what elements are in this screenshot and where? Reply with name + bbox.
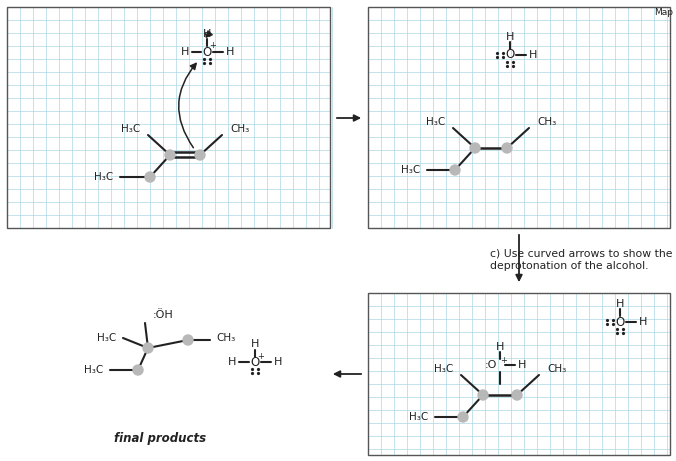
Text: +: + <box>210 41 216 51</box>
Bar <box>368 7 670 228</box>
Text: H: H <box>518 360 526 370</box>
Text: O: O <box>250 355 260 368</box>
Text: +: + <box>500 355 508 365</box>
Text: CH₃: CH₃ <box>230 124 249 134</box>
Circle shape <box>165 150 175 160</box>
Text: O: O <box>202 46 212 59</box>
Circle shape <box>183 335 193 345</box>
Text: H₃C: H₃C <box>409 412 428 422</box>
Circle shape <box>458 412 468 422</box>
Circle shape <box>502 143 512 153</box>
Text: H₃C: H₃C <box>94 172 113 182</box>
Circle shape <box>195 150 205 160</box>
Text: Map: Map <box>654 8 673 17</box>
Text: H: H <box>496 342 504 352</box>
Text: CH₃: CH₃ <box>216 333 235 343</box>
Text: c) Use curved arrows to show the: c) Use curved arrows to show the <box>490 248 673 258</box>
Circle shape <box>470 143 480 153</box>
Text: H: H <box>228 357 236 367</box>
Text: CH₃: CH₃ <box>547 364 566 374</box>
Text: H₃C: H₃C <box>97 333 116 343</box>
Circle shape <box>143 343 153 353</box>
Text: O: O <box>506 48 514 61</box>
Text: H₃C: H₃C <box>121 124 140 134</box>
Text: O: O <box>615 315 625 329</box>
Text: +: + <box>258 351 264 361</box>
Text: final products: final products <box>114 431 206 444</box>
Text: H: H <box>203 29 211 39</box>
Text: deprotonation of the alcohol.: deprotonation of the alcohol. <box>490 261 648 271</box>
Text: H: H <box>180 47 189 57</box>
Text: H₃C: H₃C <box>401 165 420 175</box>
Text: H: H <box>616 299 624 309</box>
Text: H₃C: H₃C <box>84 365 103 375</box>
Bar <box>368 293 670 455</box>
Text: H₃C: H₃C <box>434 364 453 374</box>
Text: :O: :O <box>485 360 497 370</box>
Circle shape <box>145 172 155 182</box>
Text: H: H <box>639 317 647 327</box>
Circle shape <box>450 165 460 175</box>
Circle shape <box>512 390 522 400</box>
Text: H: H <box>251 339 259 349</box>
Circle shape <box>133 365 143 375</box>
Text: CH₃: CH₃ <box>537 117 556 127</box>
Circle shape <box>478 390 488 400</box>
Text: H: H <box>506 32 514 42</box>
Bar <box>7 7 330 228</box>
Text: H₃C: H₃C <box>426 117 445 127</box>
Text: :ÖH: :ÖH <box>153 310 174 320</box>
Text: H: H <box>226 47 234 57</box>
Text: H: H <box>274 357 282 367</box>
Text: H: H <box>529 50 537 60</box>
